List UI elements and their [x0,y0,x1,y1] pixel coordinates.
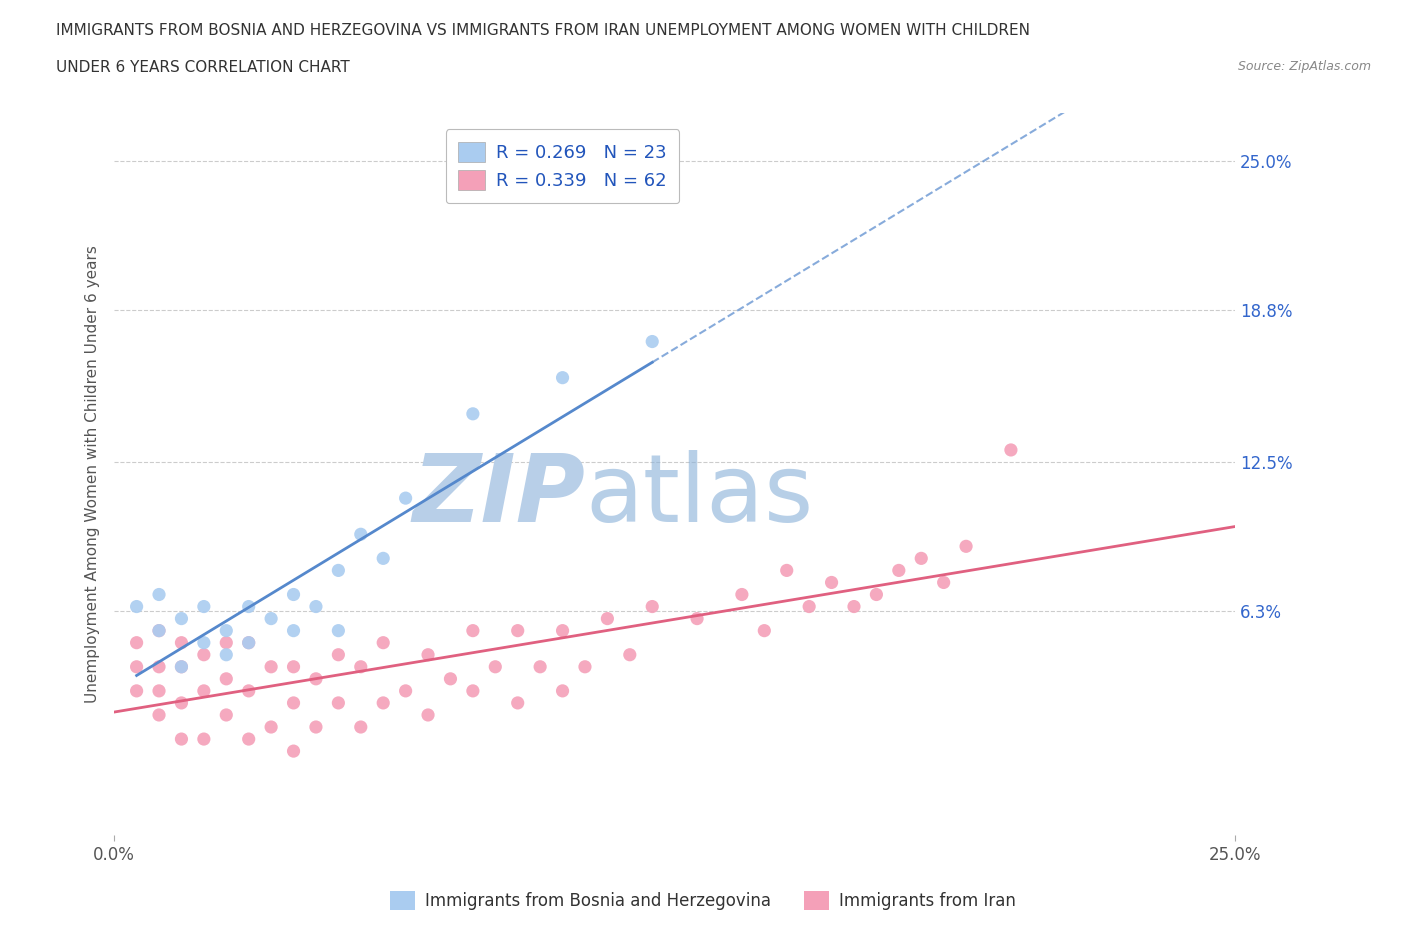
Point [283,659,305,674]
Point [506,696,529,711]
Point [193,647,215,662]
Y-axis label: Unemployment Among Women with Children Under 6 years: Unemployment Among Women with Children U… [86,246,100,703]
Point [641,334,664,349]
Point [148,587,170,602]
Point [373,696,395,711]
Point [260,611,283,626]
Point [305,671,328,686]
Point [283,587,305,602]
Legend: R = 0.269   N = 23, R = 0.339   N = 62: R = 0.269 N = 23, R = 0.339 N = 62 [446,129,679,203]
Point [328,563,350,578]
Point [350,659,373,674]
Point [373,551,395,565]
Point [193,684,215,698]
Text: atlas: atlas [585,450,813,542]
Point [596,611,619,626]
Point [260,720,283,735]
Point [193,599,215,614]
Point [260,659,283,674]
Point [148,659,170,674]
Point [686,611,709,626]
Point [193,635,215,650]
Point [170,611,193,626]
Point [305,599,328,614]
Point [148,684,170,698]
Point [328,696,350,711]
Point [373,635,395,650]
Point [551,623,574,638]
Point [506,623,529,638]
Point [215,623,238,638]
Point [238,635,260,650]
Point [215,647,238,662]
Point [125,599,148,614]
Point [955,538,977,553]
Point [820,575,842,590]
Point [484,659,506,674]
Text: ZIP: ZIP [412,450,585,542]
Point [328,647,350,662]
Point [776,563,799,578]
Point [148,623,170,638]
Point [170,696,193,711]
Point [641,599,664,614]
Point [238,732,260,747]
Point [574,659,596,674]
Point [394,684,416,698]
Point [238,635,260,650]
Point [215,671,238,686]
Text: UNDER 6 YEARS CORRELATION CHART: UNDER 6 YEARS CORRELATION CHART [56,60,350,75]
Point [619,647,641,662]
Point [170,659,193,674]
Point [148,708,170,723]
Point [170,732,193,747]
Point [416,708,439,723]
Point [193,732,215,747]
Point [394,491,416,506]
Point [215,635,238,650]
Point [461,406,484,421]
Point [215,708,238,723]
Point [1000,443,1022,458]
Text: Source: ZipAtlas.com: Source: ZipAtlas.com [1237,60,1371,73]
Point [148,623,170,638]
Point [125,684,148,698]
Point [125,635,148,650]
Point [461,623,484,638]
Point [416,647,439,662]
Legend: Immigrants from Bosnia and Herzegovina, Immigrants from Iran: Immigrants from Bosnia and Herzegovina, … [384,884,1022,917]
Point [170,635,193,650]
Point [551,684,574,698]
Point [731,587,754,602]
Point [439,671,461,686]
Point [238,599,260,614]
Point [910,551,932,565]
Text: IMMIGRANTS FROM BOSNIA AND HERZEGOVINA VS IMMIGRANTS FROM IRAN UNEMPLOYMENT AMON: IMMIGRANTS FROM BOSNIA AND HERZEGOVINA V… [56,23,1031,38]
Point [551,370,574,385]
Point [529,659,551,674]
Point [283,623,305,638]
Point [797,599,820,614]
Point [328,623,350,638]
Point [461,684,484,698]
Point [754,623,776,638]
Point [305,720,328,735]
Point [238,684,260,698]
Point [350,720,373,735]
Point [283,744,305,759]
Point [283,696,305,711]
Point [932,575,955,590]
Point [887,563,910,578]
Point [865,587,887,602]
Point [842,599,865,614]
Point [170,659,193,674]
Point [350,526,373,541]
Point [125,659,148,674]
